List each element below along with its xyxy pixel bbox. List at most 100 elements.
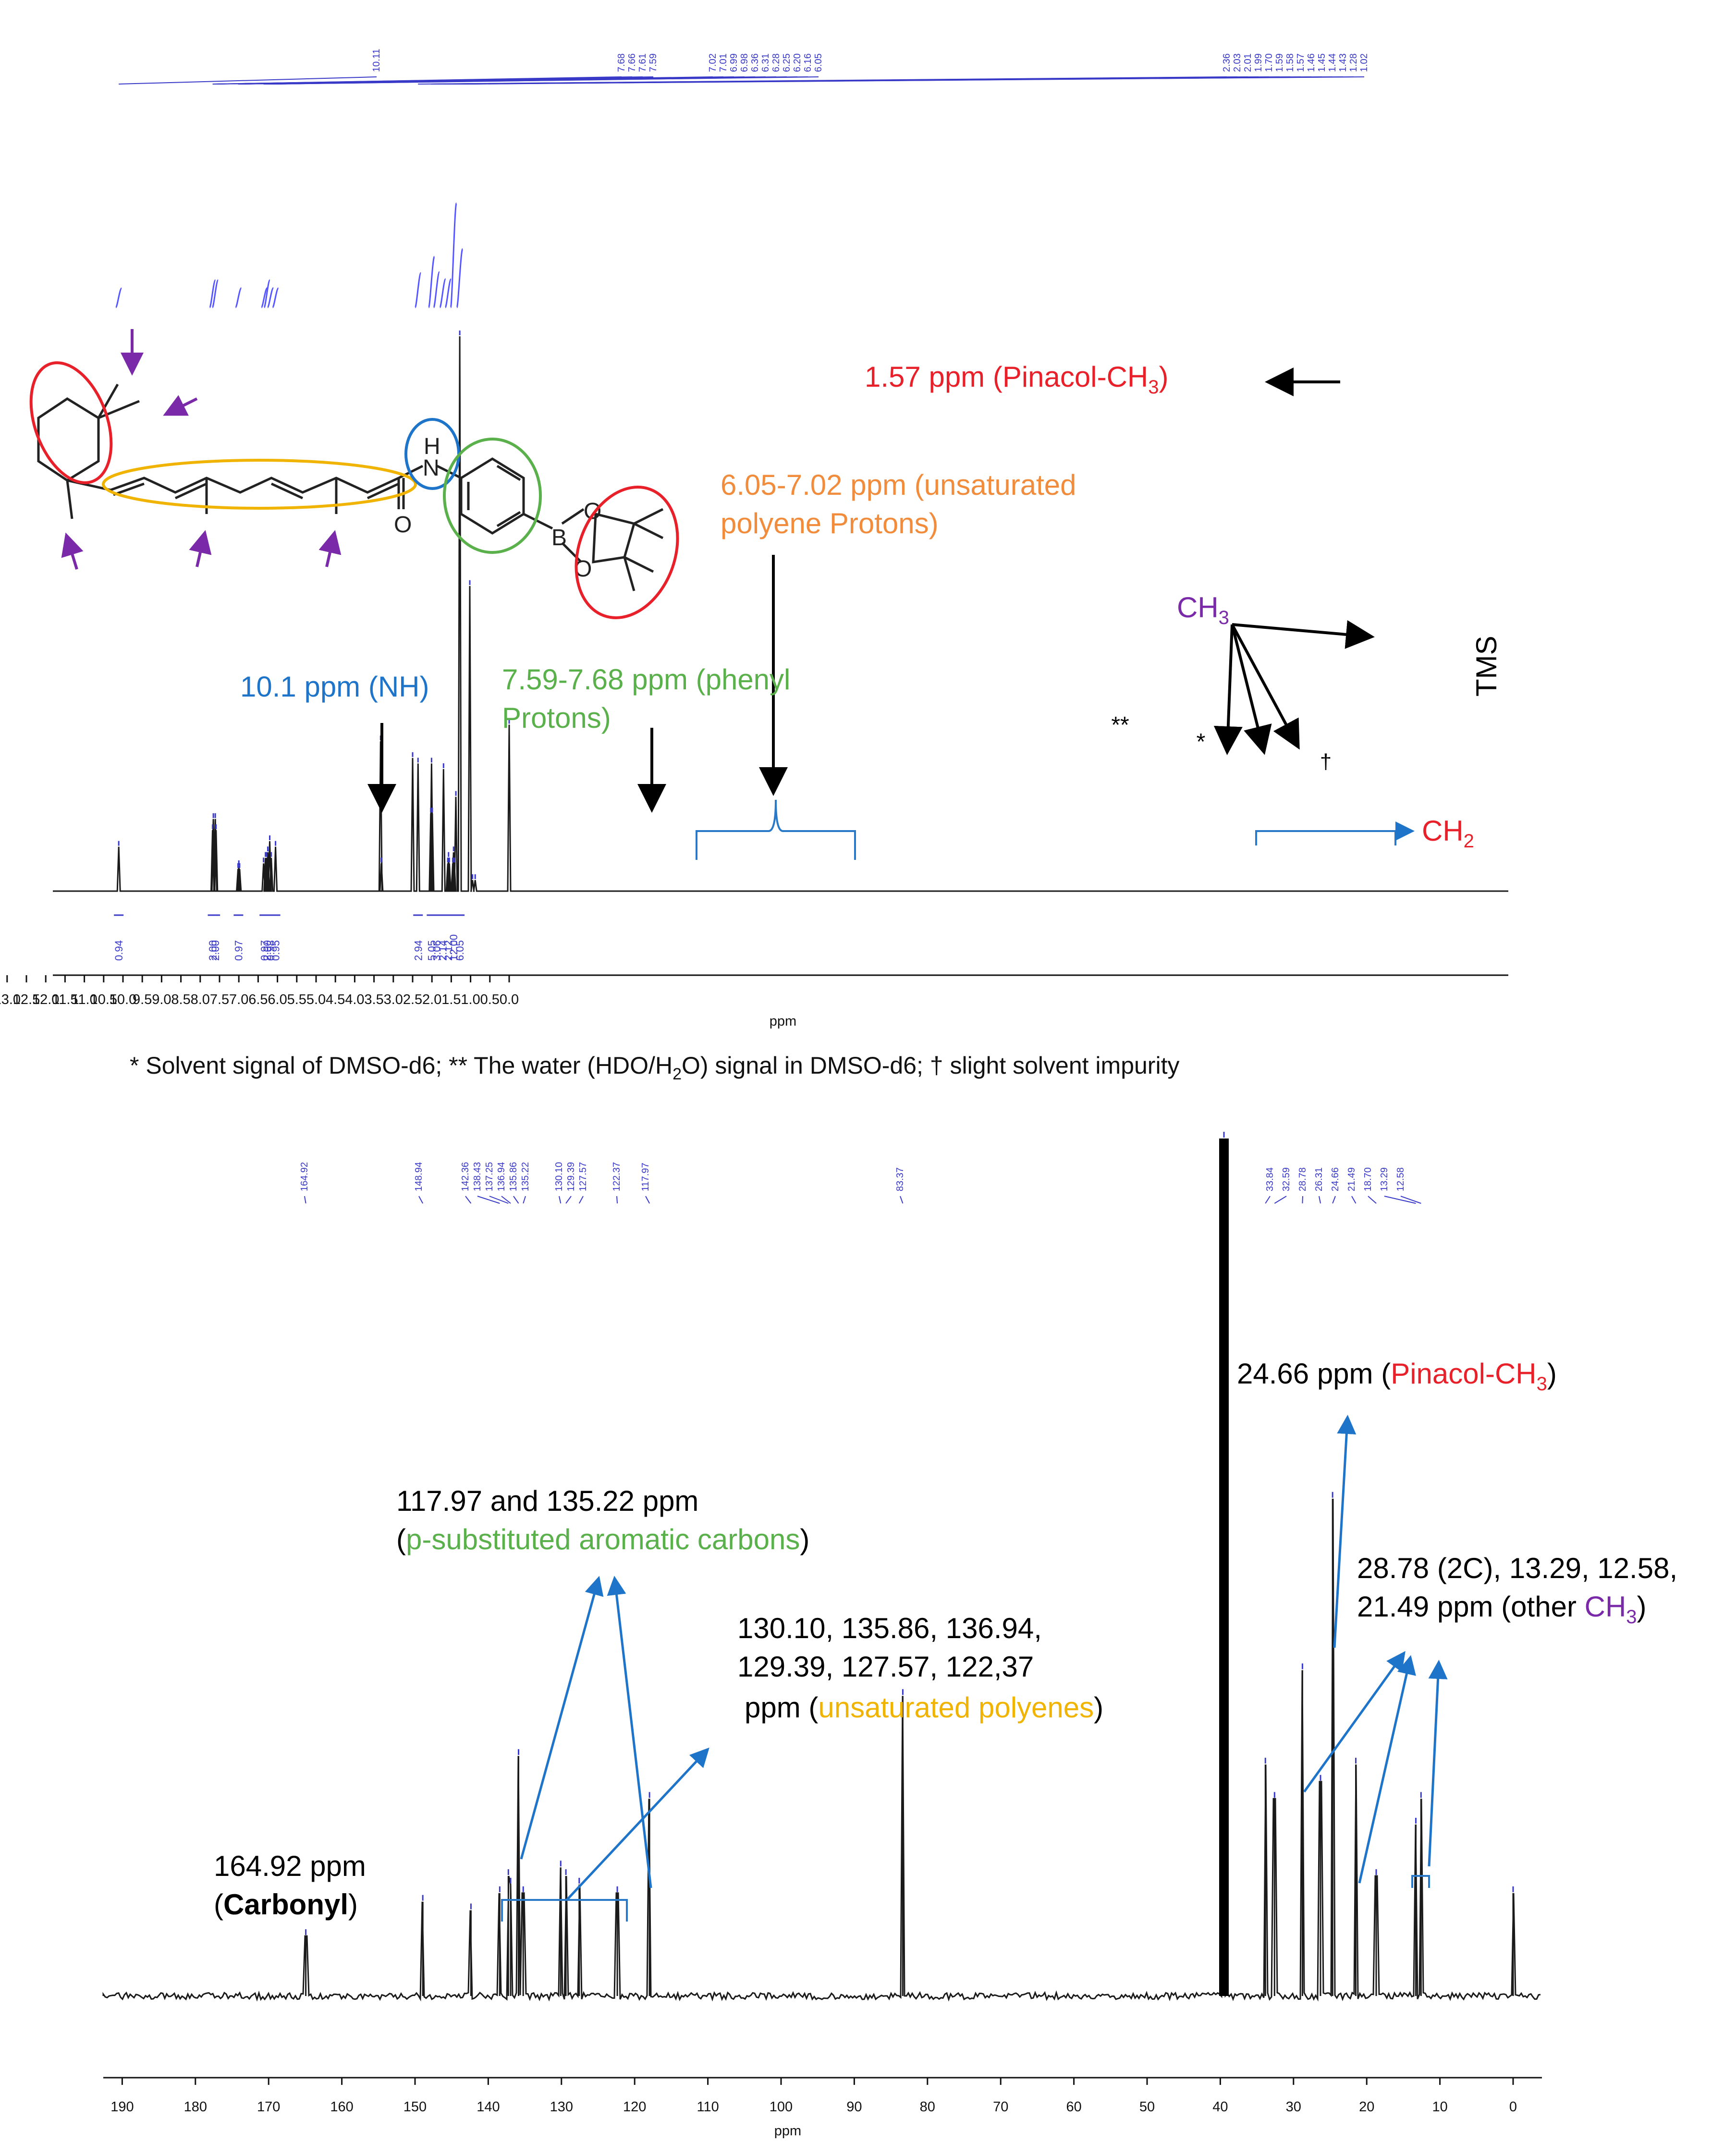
c-peak-label-right-6: 18.70 xyxy=(1363,1167,1373,1191)
c-tick-label-1: 180 xyxy=(184,2099,207,2115)
h-integral-curve-12 xyxy=(444,278,452,308)
c-peak-label-right-leader-5 xyxy=(1351,1196,1357,1204)
h-pinacol-label: 1.57 ppm (Pinacol-CH3) xyxy=(865,361,1168,398)
h-tick-label-25: 0.5 xyxy=(480,992,500,1007)
c-aromatic-label-line2: (p-substituted aromatic carbons) xyxy=(396,1523,809,1555)
h-water-mark-top: ** xyxy=(1111,712,1129,738)
h-nh-label: 10.1 ppm (NH) xyxy=(240,671,429,703)
c-tick-label-3: 160 xyxy=(330,2099,353,2115)
phenyl-highlight xyxy=(443,438,542,554)
c-other-ch3-label-line1: 28.78 (2C), 13.29, 12.58, xyxy=(1357,1552,1677,1584)
c-peak-label-left-13: 83.37 xyxy=(895,1167,905,1191)
h-integral-curve-3 xyxy=(234,287,242,308)
c-peak-label-left-leader-13 xyxy=(900,1196,904,1204)
h-peak-label-20: 1.70 xyxy=(1264,53,1274,72)
c-peak-label-right-leader-8 xyxy=(1400,1196,1421,1204)
c-spectrum-trace xyxy=(102,1138,1541,2002)
h-peak-label-25: 1.45 xyxy=(1317,53,1327,72)
methyl-arrows xyxy=(61,329,342,570)
h-integral-curve-9 xyxy=(428,256,435,308)
h-peak-label-16: 2.36 xyxy=(1222,53,1232,72)
h-spectrum-trace xyxy=(53,336,1508,892)
pinacol-highlight xyxy=(575,486,679,619)
c-tick-label-9: 100 xyxy=(770,2099,793,2115)
c-peak-label-left-3: 138.43 xyxy=(472,1162,483,1191)
h-peak-label-15: 6.05 xyxy=(813,53,824,72)
c-carbonyl-label-line1: 164.92 ppm xyxy=(214,1850,366,1882)
h-tick-group: 13.012.512.011.511.010.510.09.59.08.58.0… xyxy=(0,975,519,1007)
h-peak-label-8: 6.98 xyxy=(739,53,750,72)
c-peak-label-right-5: 21.49 xyxy=(1346,1167,1357,1191)
h-peak-label-5: 7.02 xyxy=(708,53,718,72)
h-tick-label-23: 1.5 xyxy=(441,992,461,1007)
h-tms-label: TMS xyxy=(1470,636,1503,697)
h-integral-value-8: 2.94 xyxy=(412,940,424,961)
c-tick-label-15: 40 xyxy=(1212,2099,1228,2115)
h-integral-value-4: 0.97 xyxy=(258,940,270,961)
h-tick-label-3: 11.5 xyxy=(52,992,78,1007)
c-peak-label-left-5: 136.94 xyxy=(496,1162,507,1191)
h-tick-label-12: 7.0 xyxy=(229,992,248,1007)
h-tick-label-8: 9.0 xyxy=(152,992,171,1007)
h-peak-label-26: 1.44 xyxy=(1327,53,1338,72)
h-tick-label-10: 8.0 xyxy=(191,992,210,1007)
h-integral-curve-8 xyxy=(414,272,422,308)
c-peak-label-left-0: 164.92 xyxy=(299,1162,310,1191)
c-peak-label-right-leader-2 xyxy=(1302,1196,1303,1204)
h-integral-value-5: 2.00 xyxy=(261,940,273,961)
h-integral-curve-4 xyxy=(260,287,268,308)
structure-atom-labels: H N O B O O xyxy=(394,434,601,582)
c-peak-label-group: 164.92 148.94 142.36 138.43 137.25 136.94 135.… xyxy=(299,1162,1421,1204)
structure-h-label: H xyxy=(424,434,440,459)
h-tick-label-6: 10.0 xyxy=(110,992,136,1007)
h-peak-label-7: 6.99 xyxy=(729,53,739,72)
h-tick-label-7: 9.5 xyxy=(133,992,152,1007)
c-peak-label-right-leader-0 xyxy=(1265,1196,1271,1204)
polyene-highlight xyxy=(102,459,417,510)
h-peak-label-24: 1.46 xyxy=(1306,53,1317,72)
c-peak-label-left-leader-8 xyxy=(559,1196,562,1204)
c-peak-label-right-leader-7 xyxy=(1384,1196,1416,1204)
c-pinacol-label: 24.66 ppm (Pinacol-CH3) xyxy=(1237,1358,1557,1395)
h-peak-label-19: 1.99 xyxy=(1253,53,1264,72)
h-peak-label-27: 1.43 xyxy=(1338,53,1348,72)
c-peak-label-left-1: 148.94 xyxy=(414,1162,424,1191)
c-peak-label-left-leader-7 xyxy=(523,1196,526,1204)
retinoyl-anilide-pinacol-boronate-icon xyxy=(37,383,664,591)
c-tick-label-13: 60 xyxy=(1066,2099,1081,2115)
h-peak-label-14: 6.16 xyxy=(803,53,813,72)
c-peak-label-right-4: 24.66 xyxy=(1330,1167,1341,1191)
h-integral-curve-group xyxy=(115,202,464,308)
h-peak-label-1: 7.68 xyxy=(616,53,627,72)
c-peak-label-left-leader-12 xyxy=(645,1196,650,1204)
c-aromatic-arrows xyxy=(520,1576,652,1888)
structure-highlights xyxy=(29,361,679,619)
c-other-ch3-label-line2: 21.49 ppm (other CH3) xyxy=(1357,1591,1647,1628)
c-polyene-label-line2: 129.39, 127.57, 122,37 xyxy=(737,1651,1034,1683)
h-peak-leader-29 xyxy=(469,76,1365,85)
h-integral-curve-6 xyxy=(267,287,274,308)
h-tick-label-21: 2.5 xyxy=(403,992,422,1007)
h-dagger-mark: † xyxy=(1320,750,1332,773)
c-tick-label-14: 50 xyxy=(1139,2099,1155,2115)
c-peak-label-left-leader-1 xyxy=(418,1196,424,1204)
h-peak-label-23: 1.57 xyxy=(1296,53,1306,72)
h-solvent-mark: * xyxy=(1197,729,1206,755)
h-integral-value-3: 0.97 xyxy=(232,940,245,961)
structure-b-label: B xyxy=(551,525,567,551)
h-integral-group: 0.94 2.002.00 0.97 0.972.000.980.95 2.94 5.05… xyxy=(113,914,466,961)
c-tick-label-4: 150 xyxy=(403,2099,427,2115)
c-peak-label-right-leader-1 xyxy=(1274,1196,1287,1204)
h-tick-label-11: 7.5 xyxy=(210,992,229,1007)
c-x-axis-label: ppm xyxy=(774,2123,801,2139)
c-peak-label-right-leader-6 xyxy=(1368,1196,1377,1204)
structure-o1-label: O xyxy=(584,499,601,524)
h-peak-label-13: 6.20 xyxy=(792,53,803,72)
h-integral-value-14: 6.05 xyxy=(454,940,466,961)
h-peak-label-4: 7.59 xyxy=(648,53,659,72)
h-phenyl-label-line1: 7.59-7.68 ppm (phenyl xyxy=(502,663,790,696)
h-peak-label-0: 10.11 xyxy=(371,49,382,72)
c-peak-label-left-2: 142.36 xyxy=(460,1162,471,1191)
h-tick-label-1: 12.5 xyxy=(13,992,40,1007)
